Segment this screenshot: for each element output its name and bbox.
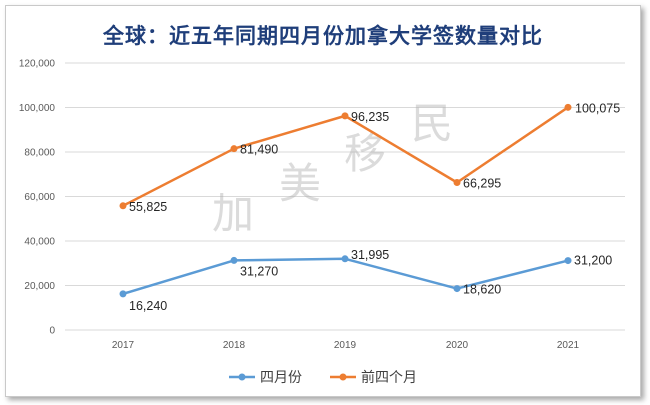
y-tick-label: 80,000 — [24, 148, 55, 159]
y-tick-label: 60,000 — [24, 192, 55, 203]
data-point — [230, 145, 238, 153]
data-point — [453, 285, 461, 293]
data-label: 96,235 — [351, 110, 389, 124]
data-label: 55,825 — [129, 200, 167, 214]
legend-label: 四月份 — [260, 370, 302, 386]
data-point — [341, 112, 349, 120]
data-label: 100,075 — [575, 101, 620, 115]
data-point — [230, 256, 238, 264]
data-label: 81,490 — [240, 143, 278, 157]
data-label: 31,995 — [351, 248, 389, 262]
x-tick-label: 2021 — [557, 340, 580, 351]
x-tick-label: 2018 — [223, 340, 246, 351]
y-tick-label: 40,000 — [24, 237, 55, 248]
data-label: 31,200 — [574, 254, 612, 268]
legend-swatch-marker — [339, 373, 347, 381]
data-point — [119, 290, 127, 298]
watermark-char: 加 — [212, 189, 254, 238]
watermark-char: 美 — [279, 159, 321, 208]
chart-title: 全球：近五年同期四月份加拿大学签数量对比 — [103, 24, 543, 48]
data-label: 16,240 — [129, 299, 167, 313]
x-tick-label: 2019 — [334, 340, 357, 351]
y-tick-label: 0 — [49, 326, 55, 337]
data-label: 66,295 — [463, 176, 501, 190]
watermark-char: 民 — [411, 99, 453, 148]
series-line — [122, 257, 569, 296]
legend-swatch-marker — [238, 373, 246, 381]
data-point — [119, 202, 127, 210]
y-tick-label: 120,000 — [19, 59, 56, 70]
data-label: 18,620 — [463, 283, 501, 297]
data-point — [564, 103, 572, 111]
data-point — [341, 255, 349, 263]
x-tick-label: 2017 — [112, 340, 135, 351]
legend-label: 前四个月 — [361, 369, 417, 386]
y-tick-label: 20,000 — [24, 281, 55, 292]
y-tick-label: 100,000 — [19, 103, 56, 114]
x-tick-label: 2020 — [446, 340, 469, 351]
chart-frame: 全球：近五年同期四月份加拿大学签数量对比 — [5, 5, 641, 397]
data-point — [453, 178, 461, 186]
data-label: 31,270 — [240, 264, 278, 278]
data-point — [564, 257, 572, 265]
